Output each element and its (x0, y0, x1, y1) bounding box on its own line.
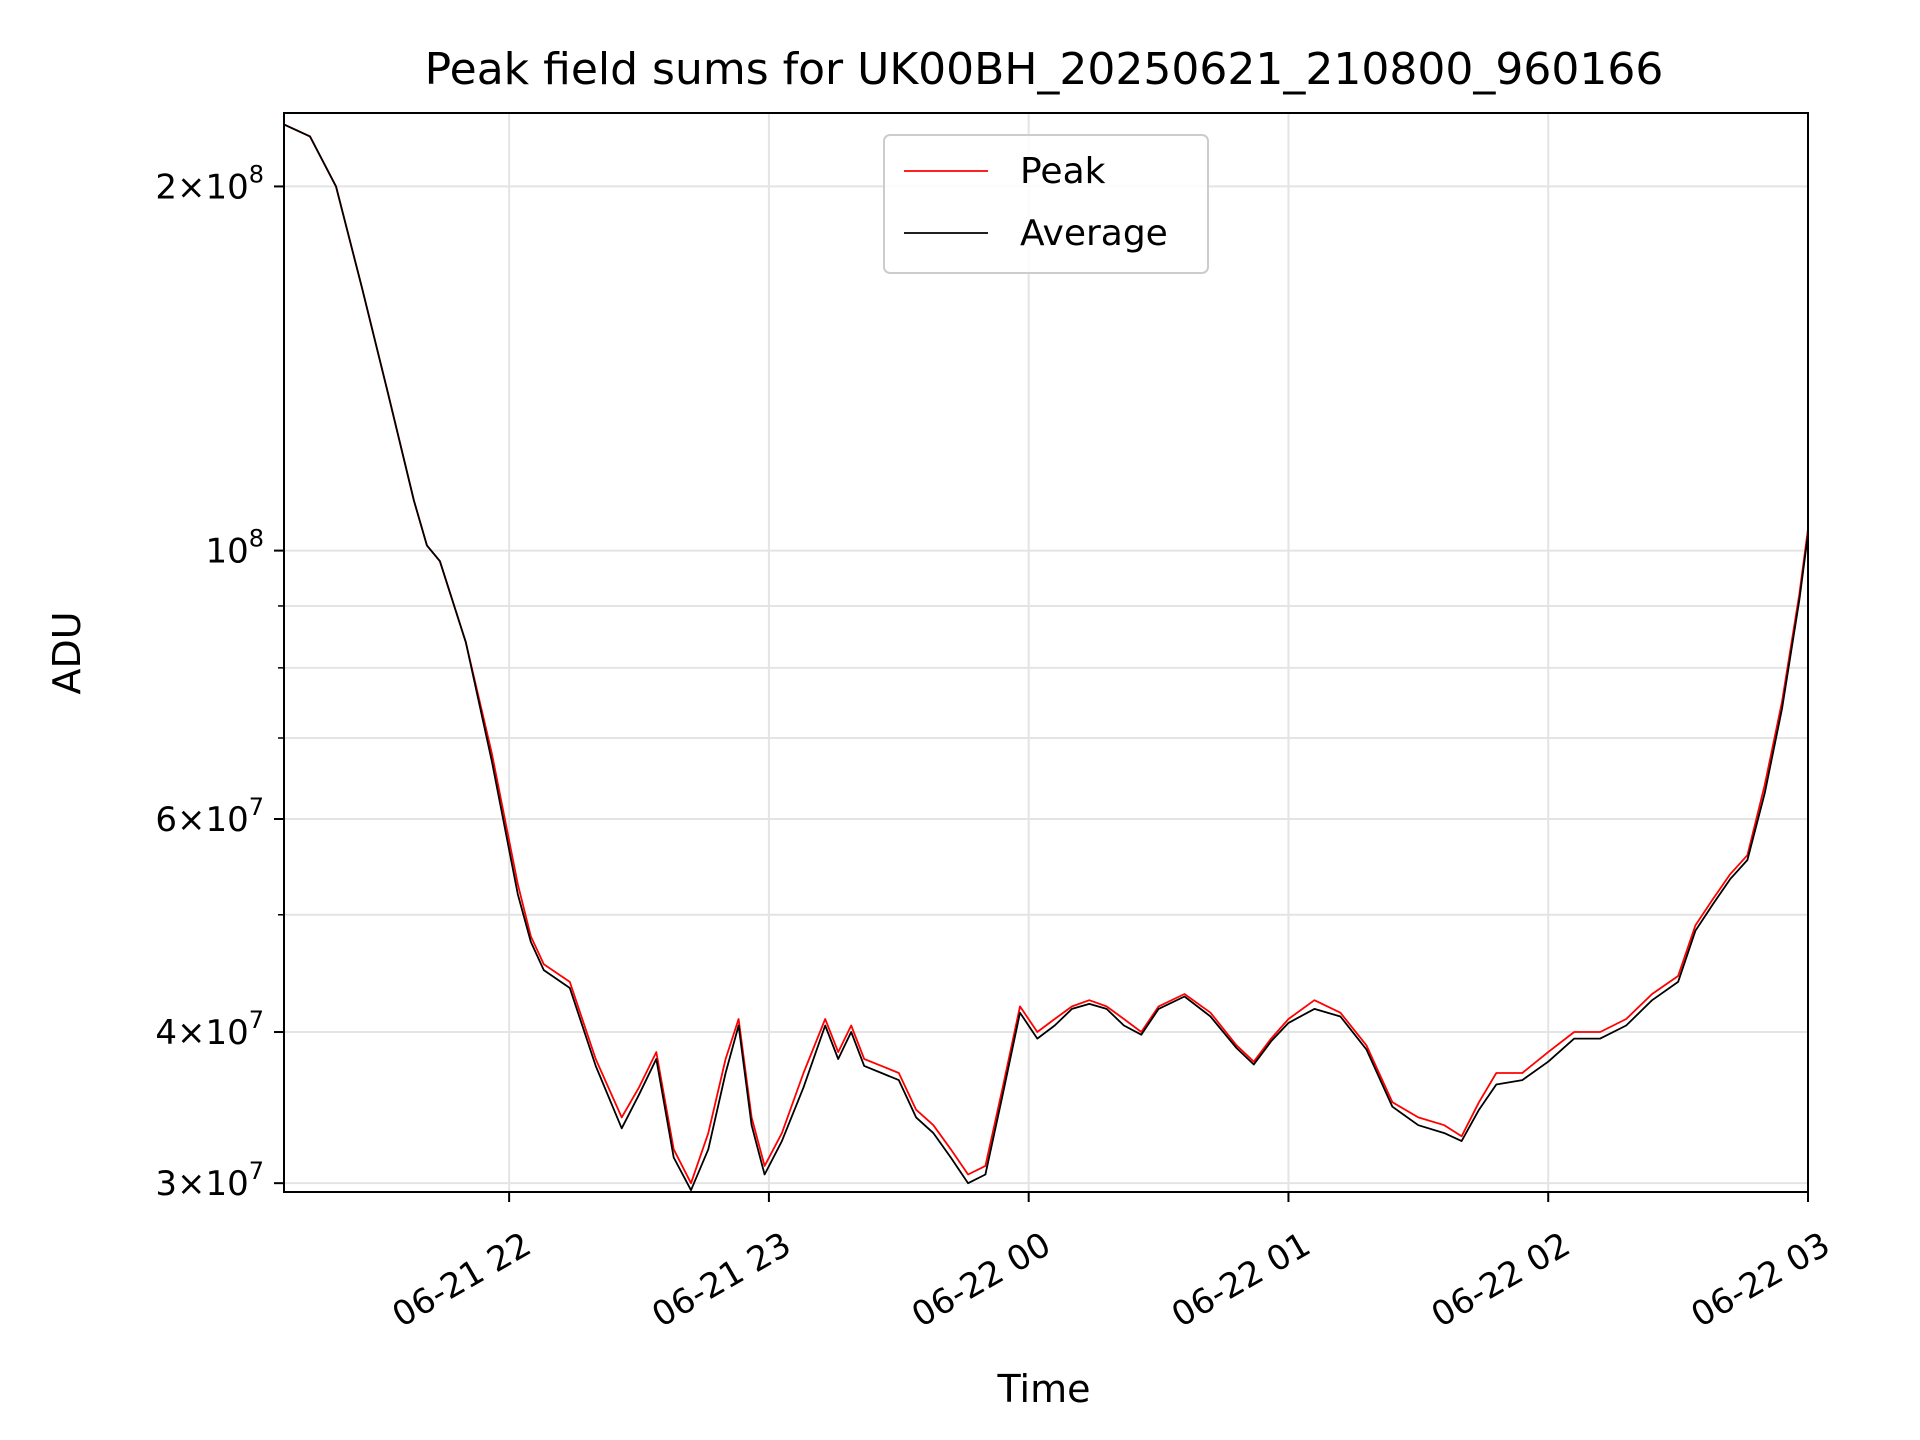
series-line-peak (284, 123, 1808, 1185)
y-axis-label: ADU (45, 611, 89, 694)
y-tick-label: 3×107 (155, 1157, 264, 1204)
plot-frame (283, 112, 1809, 1193)
y-tick-label: 6×107 (155, 793, 264, 840)
series-lines (284, 123, 1808, 1192)
y-axis: 3×107 4×107 6×107 108 2×108 (155, 160, 284, 1204)
legend-box (883, 134, 1209, 274)
y-tick-label: 2×108 (155, 160, 264, 207)
legend: Peak Average (883, 134, 1209, 274)
y-tick-label: 4×107 (155, 1006, 264, 1053)
x-axis-label: Time (997, 1367, 1091, 1411)
y-tick-label: 108 (205, 525, 264, 572)
legend-label: Average (1020, 213, 1168, 254)
series-line-average (284, 123, 1808, 1192)
legend-label: Peak (1020, 151, 1106, 192)
chart-title: Peak field sums for UK00BH_20250621_2108… (425, 44, 1664, 95)
